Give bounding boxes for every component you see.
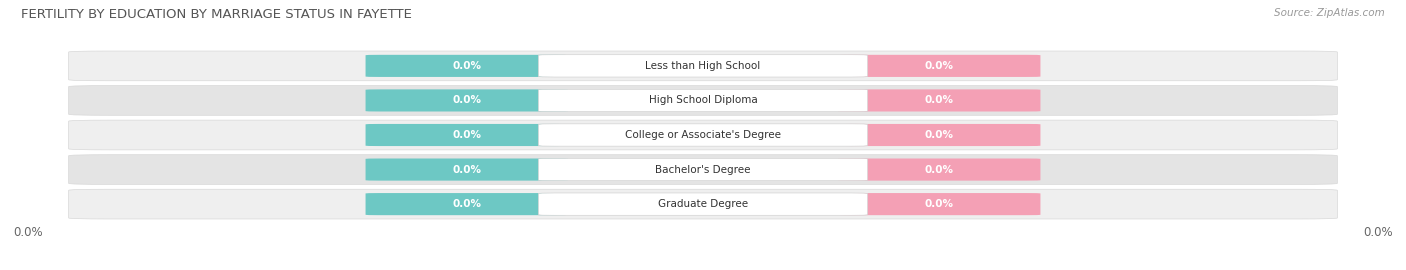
FancyBboxPatch shape	[838, 55, 1040, 77]
Text: Bachelor's Degree: Bachelor's Degree	[655, 164, 751, 175]
FancyBboxPatch shape	[366, 89, 568, 112]
Text: 0.0%: 0.0%	[925, 95, 953, 106]
FancyBboxPatch shape	[538, 193, 868, 215]
FancyBboxPatch shape	[838, 89, 1040, 112]
Text: 0.0%: 0.0%	[925, 199, 953, 209]
Text: 0.0%: 0.0%	[453, 95, 481, 106]
Text: Graduate Degree: Graduate Degree	[658, 199, 748, 209]
FancyBboxPatch shape	[366, 55, 568, 77]
Text: FERTILITY BY EDUCATION BY MARRIAGE STATUS IN FAYETTE: FERTILITY BY EDUCATION BY MARRIAGE STATU…	[21, 8, 412, 21]
FancyBboxPatch shape	[69, 86, 1337, 115]
FancyBboxPatch shape	[838, 158, 1040, 181]
Text: 0.0%: 0.0%	[925, 164, 953, 175]
Text: College or Associate's Degree: College or Associate's Degree	[626, 130, 780, 140]
FancyBboxPatch shape	[69, 120, 1337, 150]
FancyBboxPatch shape	[366, 124, 568, 146]
Text: 0.0%: 0.0%	[453, 61, 481, 71]
FancyBboxPatch shape	[538, 55, 868, 77]
FancyBboxPatch shape	[69, 189, 1337, 219]
FancyBboxPatch shape	[366, 193, 568, 215]
FancyBboxPatch shape	[838, 124, 1040, 146]
Text: 0.0%: 0.0%	[925, 130, 953, 140]
FancyBboxPatch shape	[538, 124, 868, 146]
Text: 0.0%: 0.0%	[453, 199, 481, 209]
Text: 0.0%: 0.0%	[925, 61, 953, 71]
FancyBboxPatch shape	[69, 51, 1337, 81]
FancyBboxPatch shape	[366, 158, 568, 181]
Text: Source: ZipAtlas.com: Source: ZipAtlas.com	[1274, 8, 1385, 18]
Text: High School Diploma: High School Diploma	[648, 95, 758, 106]
Text: Less than High School: Less than High School	[645, 61, 761, 71]
FancyBboxPatch shape	[538, 89, 868, 112]
FancyBboxPatch shape	[838, 193, 1040, 215]
FancyBboxPatch shape	[69, 155, 1337, 184]
Text: 0.0%: 0.0%	[453, 164, 481, 175]
FancyBboxPatch shape	[538, 158, 868, 181]
Text: 0.0%: 0.0%	[453, 130, 481, 140]
